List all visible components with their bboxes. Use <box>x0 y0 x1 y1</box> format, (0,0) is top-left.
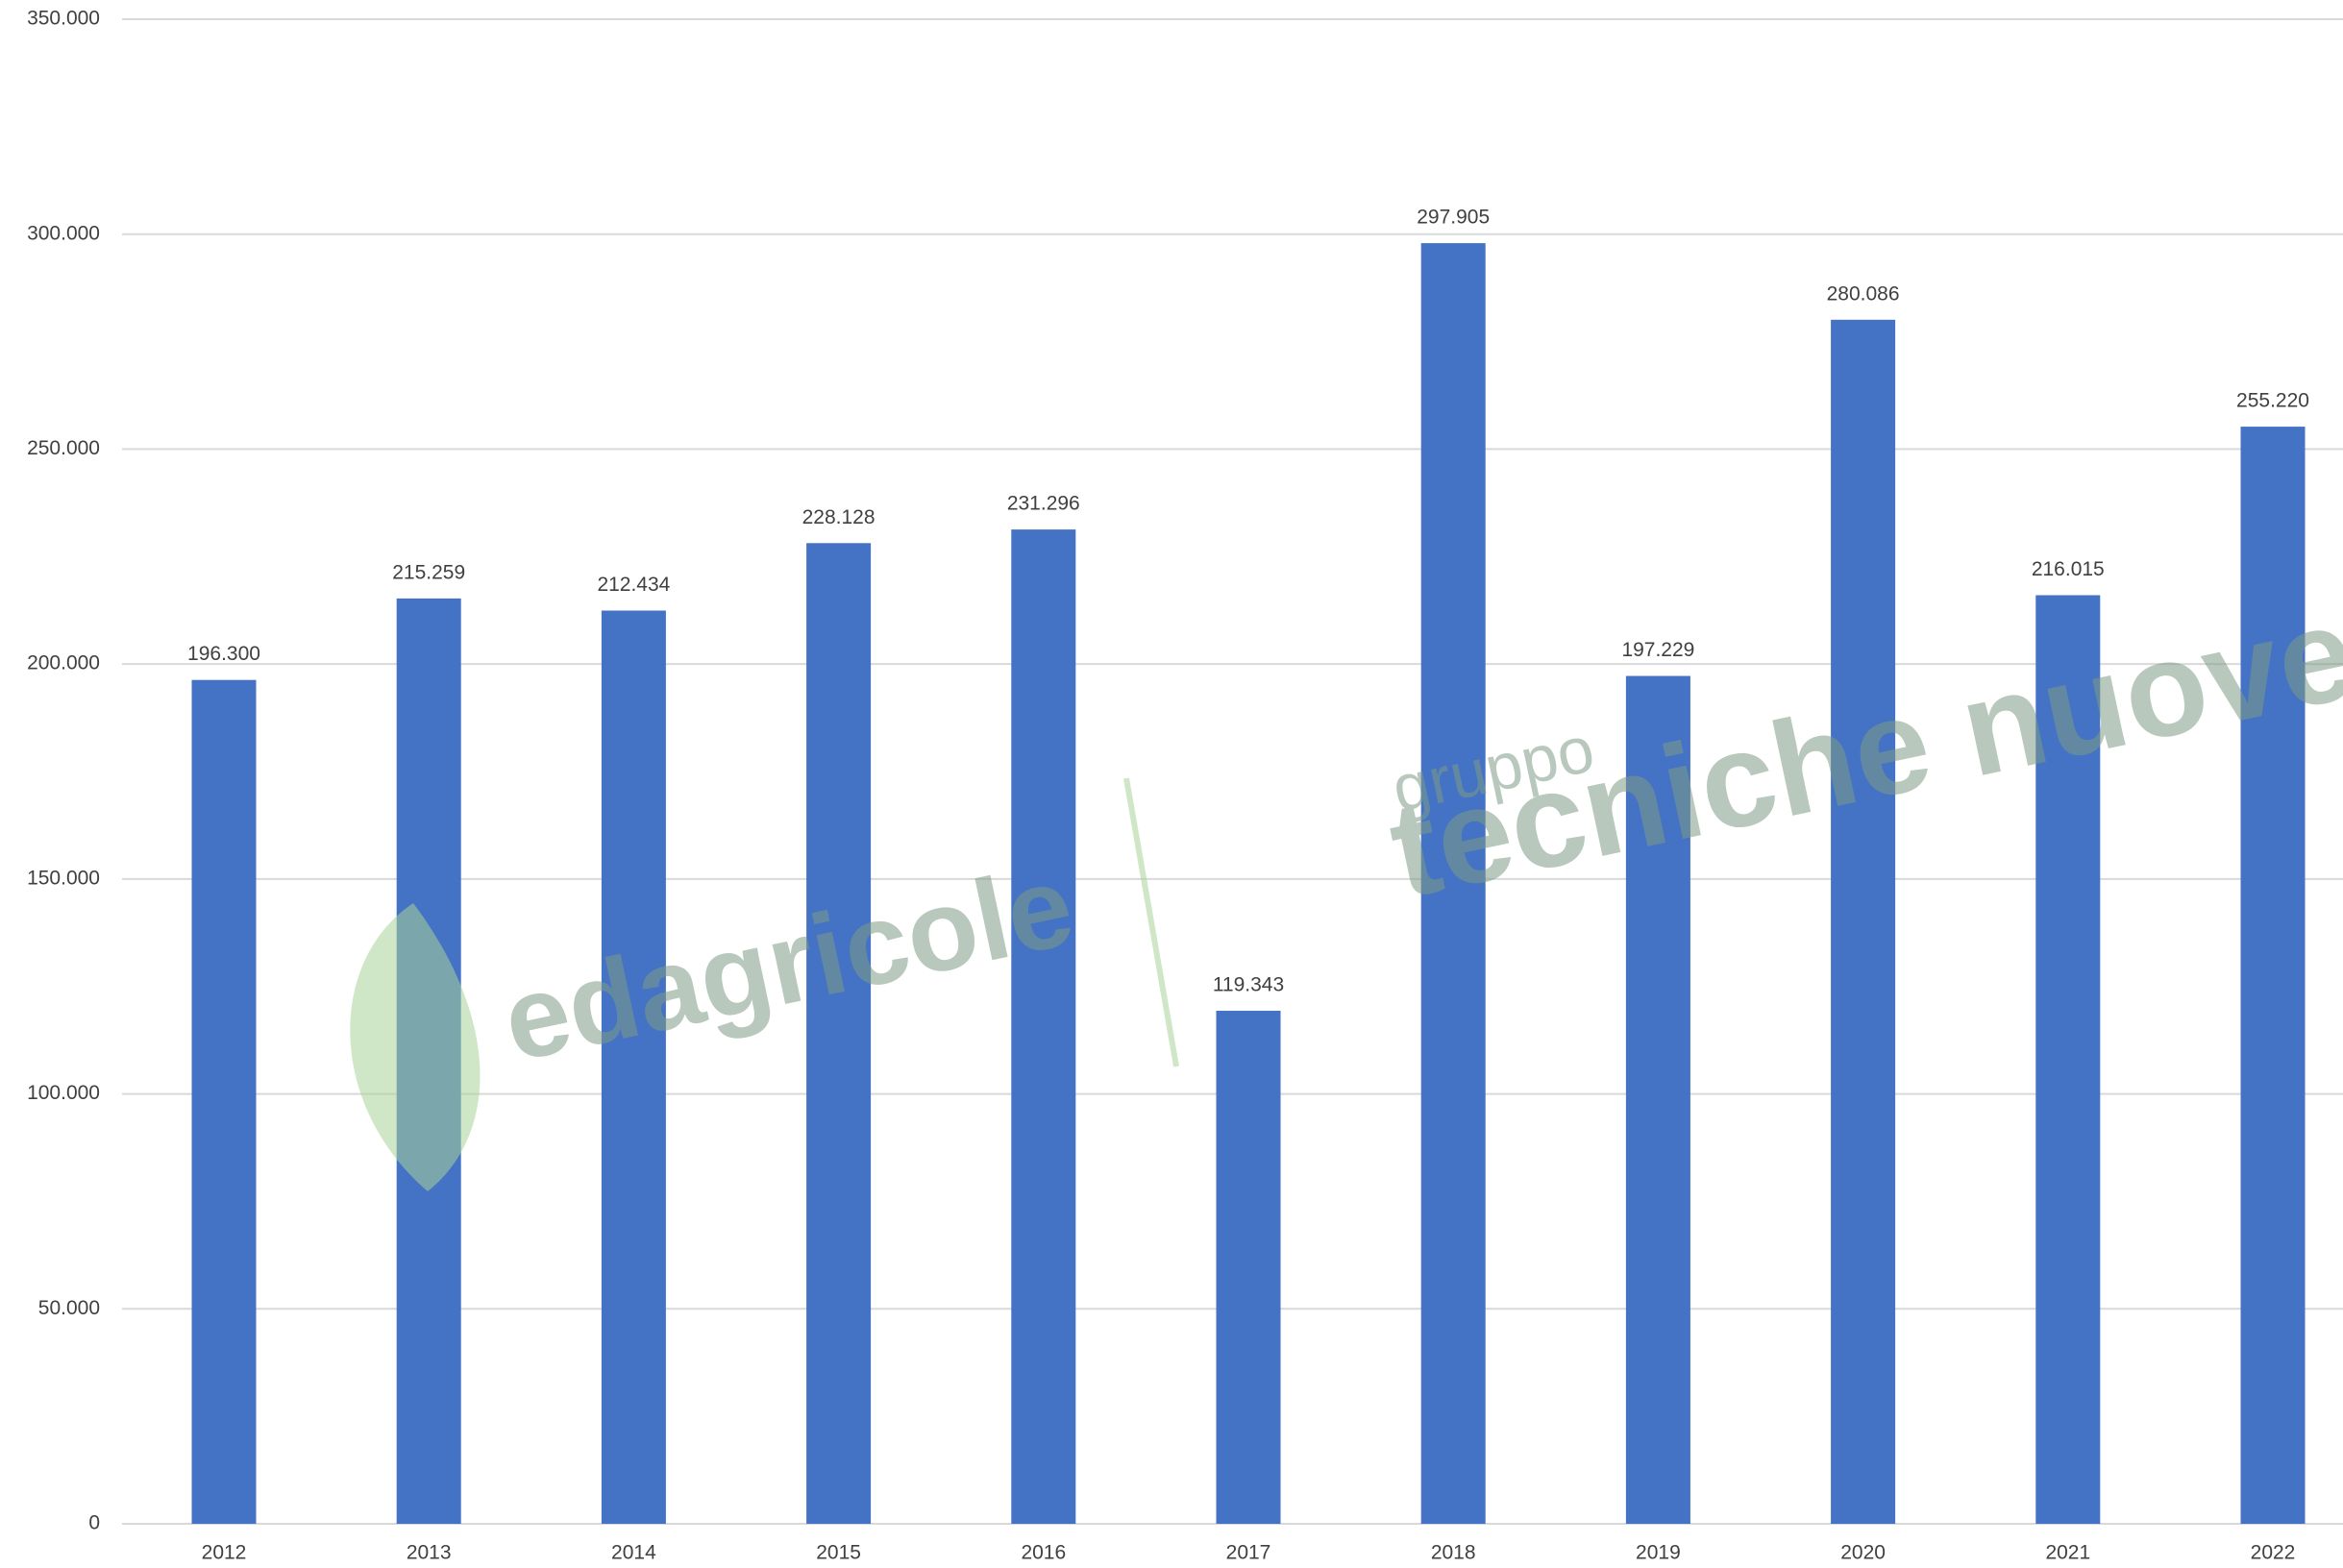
y-tick-label: 150.000 <box>27 867 100 889</box>
x-tick-label: 2021 <box>2045 1542 2090 1564</box>
x-tick-label: 2022 <box>2251 1542 2296 1564</box>
bar <box>191 679 257 1524</box>
x-tick-label: 2017 <box>1226 1542 1271 1564</box>
bars: 2012 196.300 2013 215.259 2014 212.434 2015 228… <box>187 207 2309 1564</box>
y-tick-label: 0 <box>88 1512 100 1534</box>
data-label: 197.229 <box>1621 639 1694 661</box>
x-tick-label: 2013 <box>407 1542 452 1564</box>
y-tick-label: 200.000 <box>27 652 100 674</box>
bar <box>2240 427 2306 1525</box>
x-tick-label: 2015 <box>816 1542 861 1564</box>
data-label: 231.296 <box>1007 493 1080 515</box>
bar <box>1420 243 1486 1525</box>
x-tick-label: 2020 <box>1840 1542 1886 1564</box>
watermark-divider <box>1123 777 1179 1067</box>
bar <box>806 543 872 1524</box>
data-label: 212.434 <box>597 574 670 596</box>
y-tick-label: 300.000 <box>27 222 100 244</box>
bar <box>2035 595 2101 1524</box>
bar <box>601 610 666 1524</box>
y-tick-label: 100.000 <box>27 1082 100 1104</box>
y-tick-label: 250.000 <box>27 437 100 459</box>
y-tick-label: 50.000 <box>38 1297 100 1319</box>
data-label: 255.220 <box>2236 390 2309 412</box>
x-tick-label: 2014 <box>611 1542 656 1564</box>
bar <box>1831 319 1896 1525</box>
x-tick-label: 2019 <box>1636 1542 1681 1564</box>
data-label: 119.343 <box>1213 974 1284 996</box>
watermark-text: edagricole <box>493 841 1084 1087</box>
bar <box>1625 675 1690 1524</box>
data-label: 196.300 <box>187 643 260 665</box>
bar <box>1216 1011 1281 1524</box>
x-tick-label: 2018 <box>1431 1542 1476 1564</box>
data-label: 297.905 <box>1417 207 1490 229</box>
data-label: 228.128 <box>802 506 876 528</box>
y-tick-label: 350.000 <box>27 8 100 30</box>
data-label: 280.086 <box>1827 282 1900 305</box>
bar <box>1011 529 1076 1524</box>
x-tick-label: 2012 <box>202 1542 247 1564</box>
grid: 0 50.000 100.000 150.000 200.000 250.000 300.0… <box>27 8 2343 1534</box>
watermark-leaf <box>350 903 481 1191</box>
data-label: 215.259 <box>392 561 465 583</box>
x-tick-label: 2016 <box>1021 1542 1066 1564</box>
data-label: 216.015 <box>2032 558 2105 580</box>
